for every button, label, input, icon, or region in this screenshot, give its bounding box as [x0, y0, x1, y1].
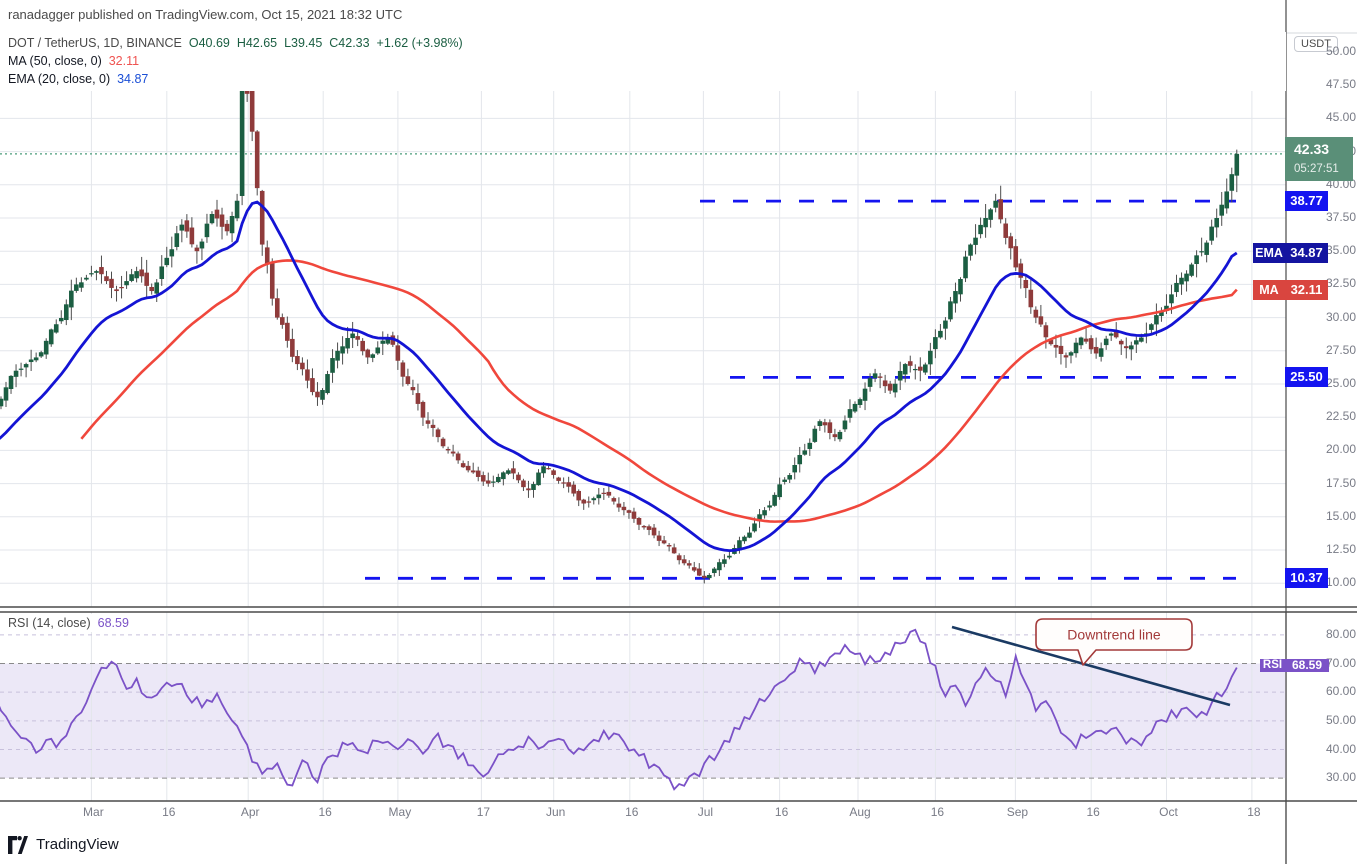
svg-text:Downtrend line: Downtrend line [1067, 627, 1161, 643]
